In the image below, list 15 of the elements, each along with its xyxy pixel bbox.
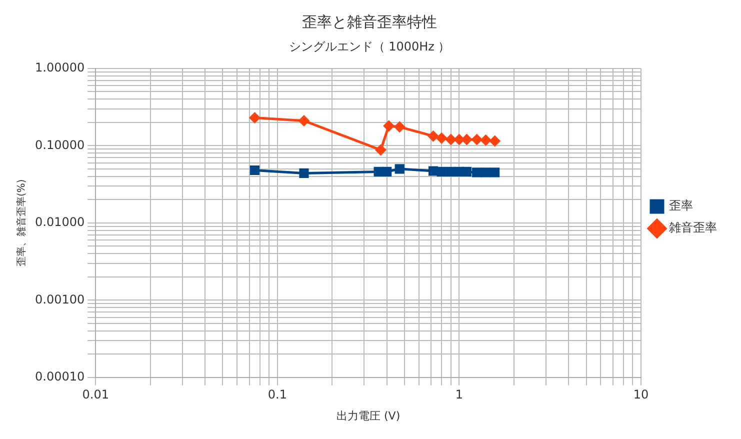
y-tick-label: 1.00000 bbox=[35, 60, 85, 75]
legend-label: 歪率 bbox=[669, 198, 693, 213]
y-tick-label: 0.01000 bbox=[35, 215, 85, 230]
chart-subtitle: シングルエンド（ 1000Hz ） bbox=[288, 39, 450, 54]
x-tick-label: 0.01 bbox=[82, 388, 109, 402]
x-tick-label: 0.1 bbox=[268, 388, 287, 402]
x-tick-label: 10 bbox=[633, 388, 649, 402]
legend-label: 雑音歪率 bbox=[669, 220, 717, 235]
y-tick-label: 0.00010 bbox=[35, 370, 85, 384]
chart-title: 歪率と雑音歪率特性 bbox=[302, 12, 437, 31]
x-tick-label: 1 bbox=[455, 388, 464, 402]
y-tick-label: 0.00100 bbox=[35, 292, 85, 306]
y-axis-title: 歪率、雑音歪率(%) bbox=[16, 179, 28, 267]
y-tick-label: 0.10000 bbox=[35, 138, 85, 152]
x-axis-title: 出力電圧 (V) bbox=[336, 409, 400, 422]
